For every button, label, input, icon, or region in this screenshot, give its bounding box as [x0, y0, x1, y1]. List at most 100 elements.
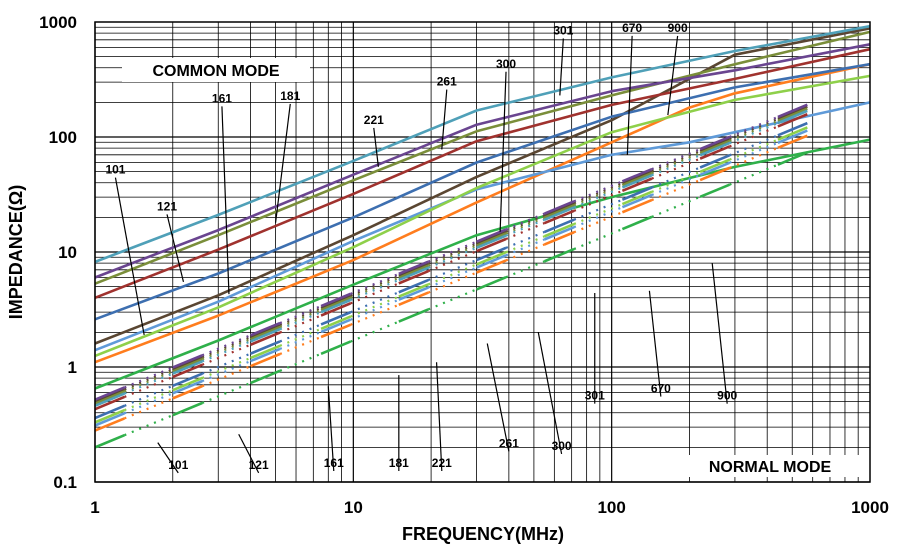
- normal-segment-670: [621, 190, 653, 206]
- normal-segment-221: [398, 264, 429, 280]
- normal-segment-670: [172, 376, 203, 392]
- normal-segment-121: [544, 231, 575, 246]
- normal-segment-301: [250, 347, 281, 363]
- normal-dots-670: [201, 356, 251, 380]
- normal-dots-301: [651, 173, 701, 196]
- annotation-label: 261: [437, 75, 457, 89]
- normal-segment-181: [172, 363, 203, 379]
- normal-dots-181: [201, 343, 251, 366]
- normal-dots-301: [573, 206, 623, 229]
- series-line-161: [94, 62, 871, 321]
- normal-segment-261: [544, 200, 575, 215]
- normal-segment-121: [699, 166, 731, 182]
- normal-segment-161: [544, 218, 575, 234]
- normal-dots-161: [124, 384, 174, 407]
- normal-segment-301: [476, 254, 507, 269]
- annotation-label: 101: [105, 163, 125, 177]
- normal-segment-670: [320, 315, 351, 330]
- normal-segment-261: [320, 292, 351, 308]
- normal-segment-670: [398, 283, 429, 298]
- annotation-leader: [114, 177, 145, 336]
- normal-dots-121: [651, 179, 701, 202]
- annotation-label: 670: [622, 21, 642, 35]
- series-line-181: [94, 47, 871, 300]
- annotation-label: 161: [212, 91, 232, 105]
- normal-segment-301: [398, 286, 429, 301]
- normal-dots-101: [201, 336, 251, 359]
- normal-segment-670: [94, 408, 125, 424]
- normal-segment-101: [172, 356, 203, 371]
- annotation-label: 161: [324, 456, 344, 470]
- series-line-300: [94, 24, 871, 264]
- series-line-301: [94, 101, 871, 352]
- normal-dots-300: [427, 246, 478, 269]
- normal-segment-300: [699, 141, 731, 157]
- common-mode-box: [122, 58, 310, 82]
- normal-segment-161: [320, 311, 351, 326]
- normal-segment-900: [172, 401, 203, 417]
- annotation-label: 900: [668, 21, 688, 35]
- normal-dots-300: [350, 278, 400, 302]
- normal-dots-121: [573, 211, 623, 234]
- annotations: 101 121 161 181 221 261 300 301 670 900 101 121 161 1…: [105, 21, 738, 474]
- normal-dots-900: [573, 228, 623, 251]
- normal-dots-101: [651, 150, 701, 173]
- annotation-leader: [537, 332, 563, 455]
- annotation-leader: [667, 35, 679, 116]
- annotation-leader: [486, 343, 510, 452]
- normal-segment-181: [94, 395, 125, 411]
- y-tick-label: 1: [68, 358, 77, 377]
- x-tick-label: 1: [90, 498, 99, 517]
- x-axis-title: FREQUENCY(MHz): [402, 524, 564, 544]
- normal-dots-670: [651, 170, 701, 193]
- normal-dots-300: [729, 122, 779, 145]
- annotation-leader: [327, 386, 335, 472]
- annotation-leader: [711, 263, 728, 404]
- normal-segment-181: [476, 237, 507, 253]
- normal-segment-161: [621, 186, 653, 201]
- annotation-label: 221: [364, 113, 384, 127]
- normal-segment-181: [544, 209, 575, 225]
- annotation-label: 181: [389, 456, 409, 470]
- normal-segment-161: [398, 278, 429, 294]
- normal-dots-670: [729, 138, 779, 161]
- normal-segment-221: [544, 204, 575, 219]
- normal-segment-300: [544, 206, 575, 221]
- normal-segment-121: [398, 291, 429, 306]
- normal-segment-900: [621, 215, 653, 231]
- normal-dots-300: [124, 372, 174, 395]
- normal-segment-101: [94, 388, 125, 403]
- normal-dots-261: [279, 305, 322, 325]
- annotation-leader: [626, 35, 633, 155]
- annotation-leader: [166, 214, 185, 283]
- series-line-261: [94, 43, 871, 279]
- normal-dots-161: [427, 259, 478, 282]
- grid: [94, 22, 870, 483]
- annotation-leader: [559, 38, 564, 96]
- y-tick-labels: 1000 100 10 1 0.1: [39, 13, 77, 492]
- normal-segment-900: [699, 183, 731, 199]
- normal-segment-900: [777, 151, 808, 166]
- normal-segment-161: [777, 121, 808, 137]
- normal-mode-series: [94, 103, 808, 449]
- normal-segment-261: [250, 321, 281, 337]
- series-line-670: [94, 74, 871, 358]
- normal-segment-221: [250, 325, 281, 341]
- normal-segment-900: [544, 247, 575, 263]
- normal-segment-670: [544, 222, 575, 238]
- normal-dots-221: [350, 276, 400, 299]
- normal-segment-301: [699, 161, 731, 177]
- normal-dots-300: [279, 311, 322, 331]
- normal-segment-670: [250, 344, 281, 360]
- normal-segment-121: [94, 417, 125, 432]
- normal-segment-900: [320, 340, 351, 355]
- normal-segment-221: [476, 232, 507, 247]
- annotation-label: 121: [249, 458, 269, 472]
- normal-segment-221: [621, 171, 653, 187]
- normal-dots-301: [279, 330, 322, 350]
- normal-dots-121: [279, 335, 322, 356]
- normal-dots-261: [651, 148, 701, 171]
- x-tick-labels: 1 10 100 1000: [90, 498, 889, 517]
- normal-dots-221: [201, 338, 251, 361]
